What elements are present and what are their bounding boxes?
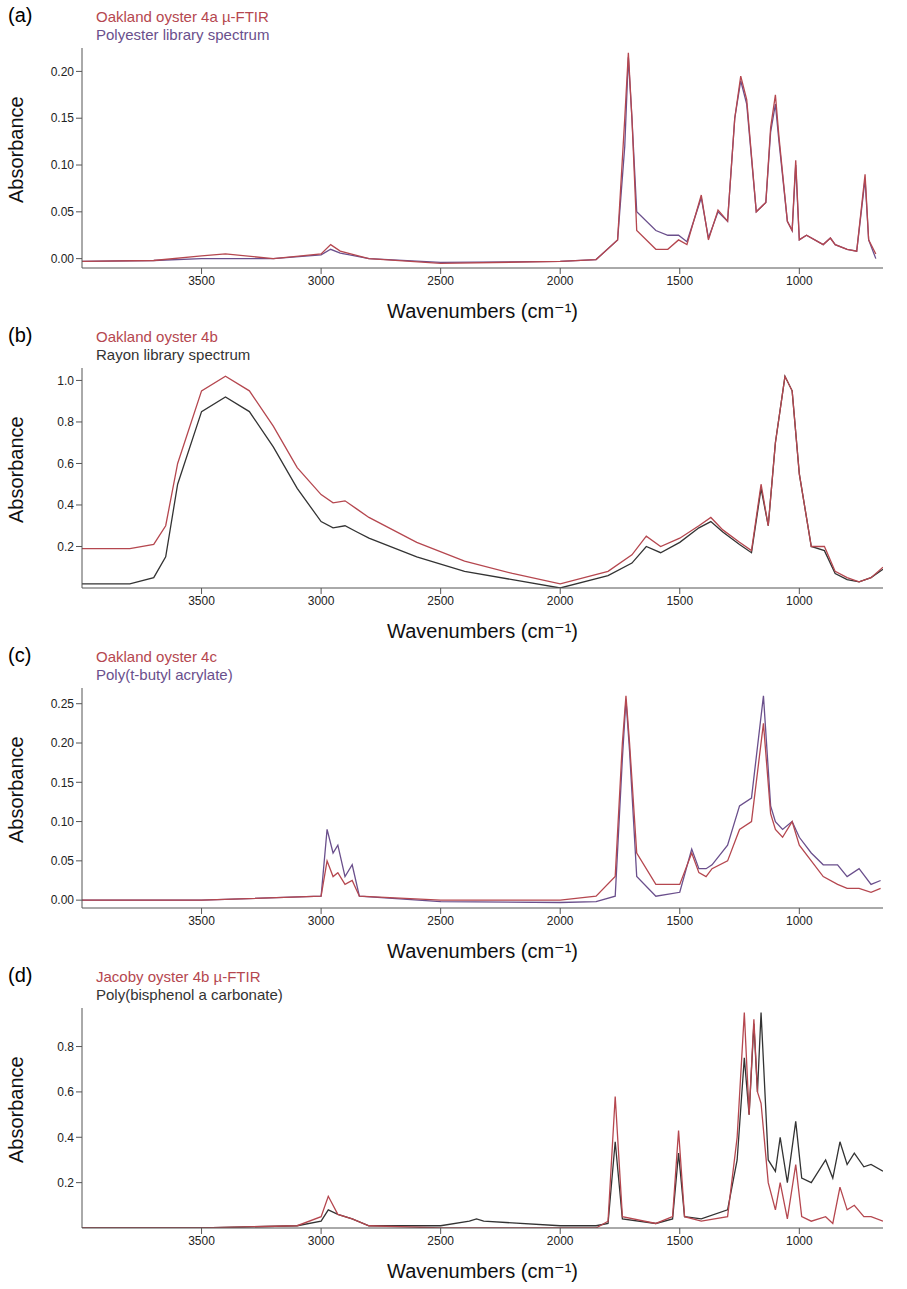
svg-text:3500: 3500 [188, 274, 215, 288]
svg-text:Absorbance: Absorbance [6, 736, 27, 843]
svg-text:0.15: 0.15 [51, 776, 75, 790]
svg-text:0.10: 0.10 [51, 158, 75, 172]
html-text:(b): (b) [8, 324, 33, 346]
svg-text:0.8: 0.8 [57, 415, 74, 429]
svg-text:0.4: 0.4 [57, 498, 74, 512]
html-text:(a): (a) [8, 4, 33, 26]
svg-text:0.15: 0.15 [51, 111, 75, 125]
svg-text:3500: 3500 [188, 1234, 215, 1248]
svg-text:0.6: 0.6 [57, 457, 74, 471]
html-text:Jacoby oyster 4b µ-FTIR: Jacoby oyster 4b µ-FTIR [96, 968, 261, 985]
html-text:Oakland oyster 4a µ-FTIR: Oakland oyster 4a µ-FTIR [96, 8, 269, 25]
svg-text:3000: 3000 [308, 594, 335, 608]
svg-text:3500: 3500 [188, 914, 215, 928]
svg-text:2000: 2000 [547, 914, 574, 928]
svg-text:2500: 2500 [427, 594, 454, 608]
svg-text:2000: 2000 [547, 594, 574, 608]
svg-text:0.05: 0.05 [51, 205, 75, 219]
svg-text:0.05: 0.05 [51, 854, 75, 868]
svg-text:0.2: 0.2 [57, 1176, 74, 1190]
html-text:(d): (d) [8, 964, 33, 986]
svg-text:Absorbance: Absorbance [6, 1056, 27, 1163]
html-text:Poly(bisphenol a carbonate): Poly(bisphenol a carbonate) [96, 986, 283, 1003]
svg-text:0.10: 0.10 [51, 815, 75, 829]
html-text:(c): (c) [8, 644, 32, 666]
svg-text:0.2: 0.2 [57, 540, 74, 554]
svg-text:0.00: 0.00 [51, 252, 75, 266]
svg-text:0.20: 0.20 [51, 65, 75, 79]
svg-text:0.00: 0.00 [51, 893, 75, 907]
html-text:Poly(t-butyl acrylate): Poly(t-butyl acrylate) [96, 666, 233, 683]
svg-text:Absorbance: Absorbance [6, 416, 27, 523]
svg-text:1500: 1500 [666, 594, 693, 608]
svg-text:1000: 1000 [786, 274, 813, 288]
svg-text:1.0: 1.0 [57, 374, 74, 388]
svg-text:Absorbance: Absorbance [6, 96, 27, 203]
svg-text:2500: 2500 [427, 274, 454, 288]
html-text:Oakland oyster 4b: Oakland oyster 4b [96, 328, 218, 345]
svg-text:3500: 3500 [188, 594, 215, 608]
svg-text:0.4: 0.4 [57, 1131, 74, 1145]
svg-text:0.20: 0.20 [51, 736, 75, 750]
svg-text:2000: 2000 [547, 274, 574, 288]
svg-text:Wavenumbers (cm⁻¹): Wavenumbers (cm⁻¹) [387, 300, 578, 322]
svg-text:2500: 2500 [427, 914, 454, 928]
svg-text:0.25: 0.25 [51, 697, 75, 711]
svg-text:Wavenumbers (cm⁻¹): Wavenumbers (cm⁻¹) [387, 620, 578, 642]
svg-text:1000: 1000 [786, 914, 813, 928]
svg-text:3000: 3000 [308, 274, 335, 288]
svg-text:3000: 3000 [308, 914, 335, 928]
html-text:Polyester library spectrum: Polyester library spectrum [96, 26, 270, 43]
svg-text:0.8: 0.8 [57, 1040, 74, 1054]
svg-text:2000: 2000 [547, 1234, 574, 1248]
svg-text:1000: 1000 [786, 1234, 813, 1248]
svg-text:1500: 1500 [666, 914, 693, 928]
html-text:Rayon library spectrum: Rayon library spectrum [96, 346, 251, 363]
svg-text:Wavenumbers (cm⁻¹): Wavenumbers (cm⁻¹) [387, 1260, 578, 1282]
svg-text:0.6: 0.6 [57, 1085, 74, 1099]
svg-text:1000: 1000 [786, 594, 813, 608]
svg-text:1500: 1500 [666, 274, 693, 288]
svg-text:Wavenumbers (cm⁻¹): Wavenumbers (cm⁻¹) [387, 940, 578, 962]
svg-text:1500: 1500 [666, 1234, 693, 1248]
svg-text:3000: 3000 [308, 1234, 335, 1248]
html-text:Oakland oyster 4c: Oakland oyster 4c [96, 648, 217, 665]
svg-text:2500: 2500 [427, 1234, 454, 1248]
